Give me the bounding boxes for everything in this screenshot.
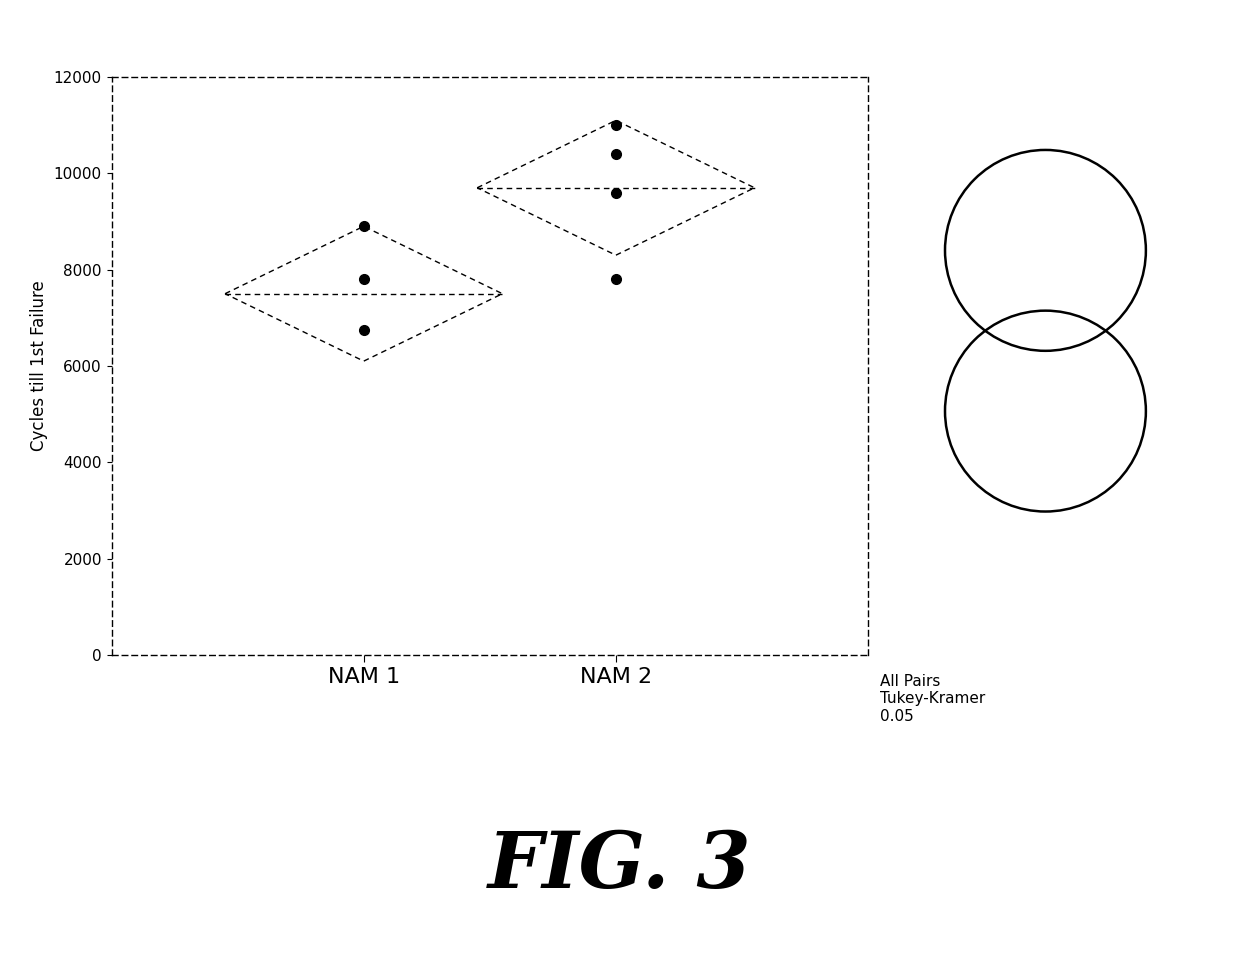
- Text: All Pairs
Tukey-Kramer
0.05: All Pairs Tukey-Kramer 0.05: [880, 674, 986, 724]
- Text: FIG. 3: FIG. 3: [489, 828, 751, 905]
- Y-axis label: Cycles till 1st Failure: Cycles till 1st Failure: [30, 280, 48, 452]
